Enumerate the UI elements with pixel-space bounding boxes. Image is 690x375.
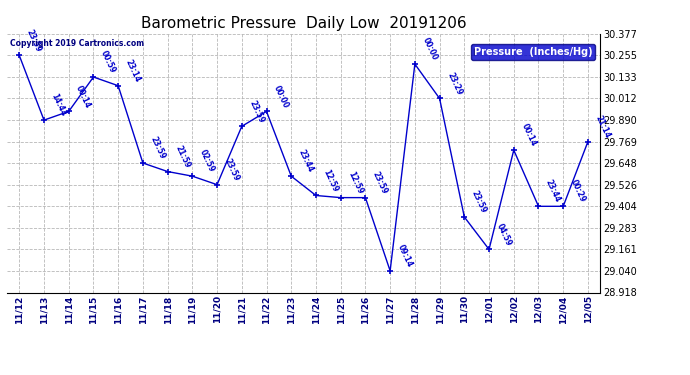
Text: 23:44: 23:44 [297, 148, 315, 174]
Text: 00:29: 00:29 [569, 178, 587, 204]
Text: 00:14: 00:14 [520, 122, 538, 148]
Text: 00:00: 00:00 [420, 36, 439, 62]
Text: 23:59: 23:59 [25, 28, 43, 53]
Text: 23:59: 23:59 [223, 157, 241, 183]
Text: 23:59: 23:59 [148, 135, 167, 161]
Text: 00:59: 00:59 [99, 49, 117, 75]
Legend: Pressure  (Inches/Hg): Pressure (Inches/Hg) [471, 44, 595, 60]
Text: 23:59: 23:59 [371, 170, 389, 195]
Text: 09:14: 09:14 [395, 243, 414, 269]
Text: 14:44: 14:44 [50, 92, 68, 118]
Text: 12:59: 12:59 [322, 168, 339, 194]
Text: 12:59: 12:59 [346, 170, 364, 195]
Text: 23:29: 23:29 [445, 70, 464, 96]
Text: 23:59: 23:59 [247, 99, 266, 124]
Text: 00:14: 00:14 [75, 84, 92, 109]
Text: 23:14: 23:14 [124, 58, 142, 84]
Text: 02:59: 02:59 [198, 148, 216, 174]
Text: 04:59: 04:59 [495, 222, 513, 247]
Title: Barometric Pressure  Daily Low  20191206: Barometric Pressure Daily Low 20191206 [141, 16, 466, 31]
Text: 23:44: 23:44 [544, 178, 562, 204]
Text: 23:59: 23:59 [470, 189, 488, 215]
Text: 21:59: 21:59 [173, 144, 191, 170]
Text: 21:14: 21:14 [593, 114, 612, 140]
Text: Copyright 2019 Cartronics.com: Copyright 2019 Cartronics.com [10, 39, 144, 48]
Text: 00:00: 00:00 [272, 84, 290, 109]
